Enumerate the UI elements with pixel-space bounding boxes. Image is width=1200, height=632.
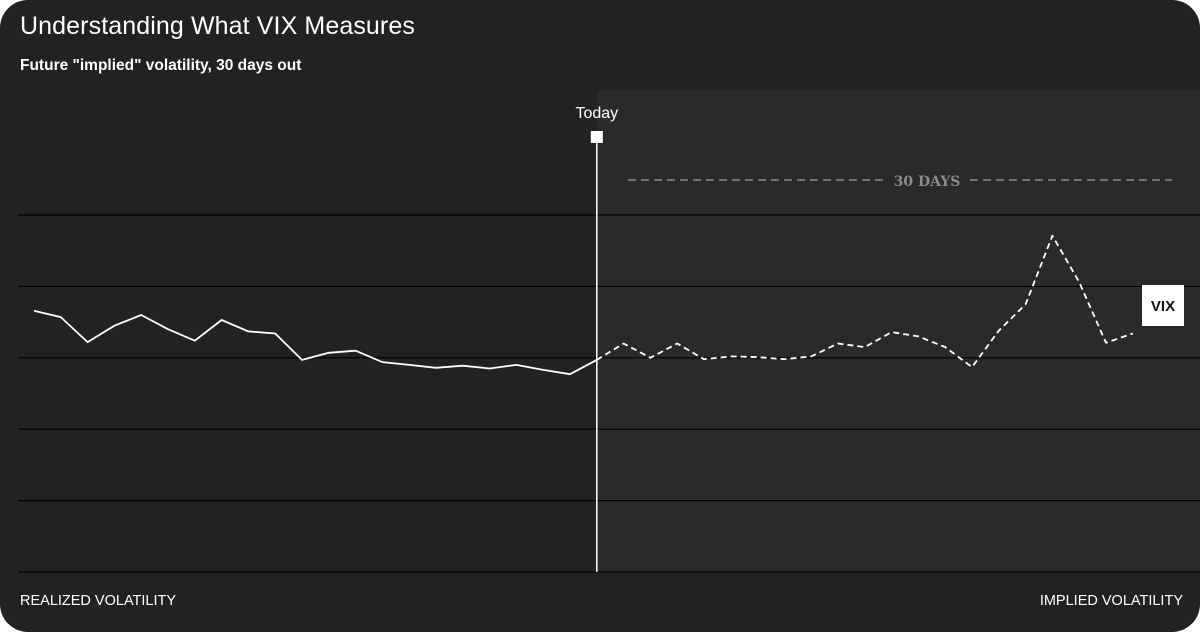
implied-point — [676, 343, 678, 345]
implied-point — [623, 343, 625, 345]
implied-point — [837, 343, 839, 345]
chart-title: Understanding What VIX Measures — [20, 12, 415, 40]
implied-point — [944, 346, 946, 348]
realized-point — [542, 369, 544, 371]
implied-point — [649, 357, 651, 359]
vix-badge — [1142, 285, 1184, 326]
realized-point — [569, 373, 571, 375]
realized-point — [194, 340, 196, 342]
vix-label: VIX — [1151, 298, 1175, 315]
realized-point — [301, 359, 303, 361]
realized-point — [247, 330, 249, 332]
thirty-days-label: 30 DAYS — [894, 174, 961, 190]
implied-point — [703, 358, 705, 360]
implied-point — [810, 355, 812, 357]
implied-point — [1025, 303, 1027, 305]
implied-point — [998, 330, 1000, 332]
realized-point — [435, 367, 437, 369]
implied-point — [1078, 281, 1080, 283]
chart-subtitle: Future "implied" volatility, 30 days out — [20, 57, 302, 74]
realized-point — [33, 310, 35, 312]
gridlines — [18, 214, 1200, 573]
realized-point — [408, 364, 410, 366]
realized-volatility-caption: REALIZED VOLATILITY — [20, 593, 177, 609]
implied-period-shading — [596, 90, 1200, 572]
realized-point — [462, 365, 464, 367]
implied-point — [730, 355, 732, 357]
realized-point — [355, 350, 357, 352]
realized-volatility-line — [33, 309, 598, 376]
implied-point — [1051, 235, 1053, 237]
realized-point — [515, 364, 517, 366]
implied-point — [757, 356, 759, 358]
realized-point — [328, 352, 330, 354]
realized-point — [167, 328, 169, 330]
realized-point — [87, 341, 89, 343]
implied-point — [1105, 342, 1107, 344]
implied-point — [971, 366, 973, 368]
implied-point — [596, 359, 598, 361]
implied-point — [917, 335, 919, 337]
realized-point — [140, 314, 142, 316]
today-label: Today — [575, 105, 618, 122]
implied-volatility-line — [596, 234, 1134, 369]
implied-point — [891, 331, 893, 333]
implied-volatility-caption: IMPLIED VOLATILITY — [1039, 593, 1183, 609]
implied-point — [1132, 333, 1134, 335]
implied-point — [864, 346, 866, 348]
realized-point — [113, 325, 115, 327]
today-marker-square — [590, 131, 603, 143]
realized-point — [60, 316, 62, 318]
implied-point — [783, 358, 785, 360]
realized-point — [221, 319, 223, 321]
realized-point — [274, 333, 276, 335]
realized-point — [489, 368, 491, 370]
realized-point — [381, 361, 383, 363]
